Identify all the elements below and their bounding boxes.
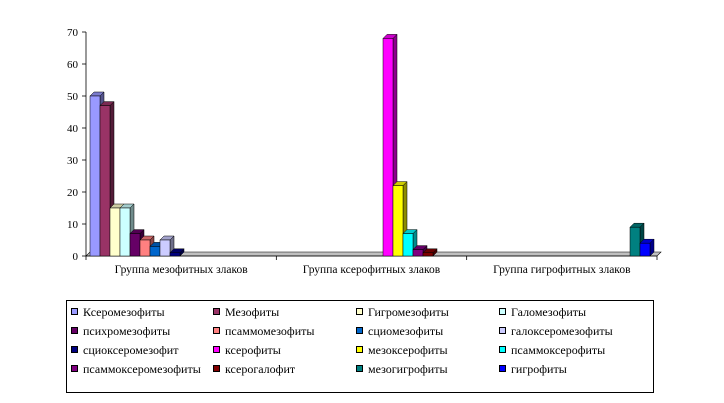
y-tick-label: 70 xyxy=(67,27,79,39)
legend-swatch xyxy=(71,327,78,334)
bar-front xyxy=(412,249,424,257)
legend-label: сциомезофиты xyxy=(368,324,444,338)
x-tick-label: Группа ксерофитных злаков xyxy=(303,264,441,276)
legend-label: ксерогалофит xyxy=(225,362,296,376)
legend-swatch xyxy=(71,365,78,372)
legend-swatch xyxy=(499,308,506,315)
y-tick-label: 30 xyxy=(67,155,79,167)
legend-label: сциоксеромезофит xyxy=(83,343,179,357)
legend-label: Галомезофиты xyxy=(511,305,587,319)
legend-label: псаммомезофиты xyxy=(225,324,315,338)
x-tick-label: Группа мезофитных злаков xyxy=(115,264,249,276)
plot-area: 0 10 20 30 40 50 60 70 Группа мезофитных злаков Г… xyxy=(67,27,662,276)
bar-front xyxy=(402,233,414,257)
legend-label: Ксеромезофиты xyxy=(83,305,165,319)
legend-swatch xyxy=(499,365,506,372)
bar-front xyxy=(149,246,161,257)
bar-front xyxy=(99,105,111,257)
y-tick-label: 60 xyxy=(67,59,79,71)
x-tick-label: Группа гигрофитных злаков xyxy=(493,264,631,276)
legend-swatch xyxy=(71,346,78,353)
legend-label: ксерофиты xyxy=(225,343,281,357)
bar-front xyxy=(629,226,641,257)
legend-label: псаммоксеромезофиты xyxy=(83,362,201,376)
bar-front xyxy=(639,242,651,257)
y-tick-label: 0 xyxy=(73,251,79,263)
legend: Ксеромезофиты Мезофиты Гигромезофиты Галоме… xyxy=(66,300,654,393)
bar-front xyxy=(392,185,404,257)
bar-front xyxy=(139,239,151,257)
legend-label: гигрофиты xyxy=(511,362,567,376)
y-tick-label: 20 xyxy=(67,187,79,199)
bar xyxy=(639,238,655,257)
legend-label: псаммоксерофиты xyxy=(511,343,606,357)
bar-front xyxy=(169,252,181,257)
y-tick-label: 50 xyxy=(67,91,79,103)
bar-front xyxy=(89,95,101,257)
bar-front xyxy=(109,207,121,257)
bar-front xyxy=(129,233,141,257)
bar-front xyxy=(159,239,171,257)
bar xyxy=(159,235,175,257)
legend-swatch xyxy=(213,346,220,353)
y-tick-label: 40 xyxy=(67,123,79,135)
legend-label: психромезофиты xyxy=(83,324,171,338)
legend-label: Мезофиты xyxy=(225,305,280,319)
legend-swatch xyxy=(356,327,363,334)
legend-swatch xyxy=(356,346,363,353)
bar xyxy=(422,248,438,257)
bar-front xyxy=(422,252,434,257)
y-tick-label: 10 xyxy=(67,219,79,231)
bar xyxy=(169,248,185,257)
legend-swatch xyxy=(356,308,363,315)
legend-swatch xyxy=(213,365,220,372)
bar-front xyxy=(382,38,394,257)
legend-swatch xyxy=(71,308,78,315)
legend-swatch xyxy=(213,327,220,334)
legend-swatch xyxy=(499,327,506,334)
bar-front xyxy=(119,207,131,257)
legend-swatch xyxy=(356,365,363,372)
legend-label: Гигромезофиты xyxy=(368,305,449,319)
legend-label: мезоксерофиты xyxy=(368,343,448,357)
legend-swatch xyxy=(213,308,220,315)
legend-label: мезогигрофиты xyxy=(368,362,448,376)
legend-swatch xyxy=(499,346,506,353)
legend-label: галоксеромезофиты xyxy=(511,324,613,338)
